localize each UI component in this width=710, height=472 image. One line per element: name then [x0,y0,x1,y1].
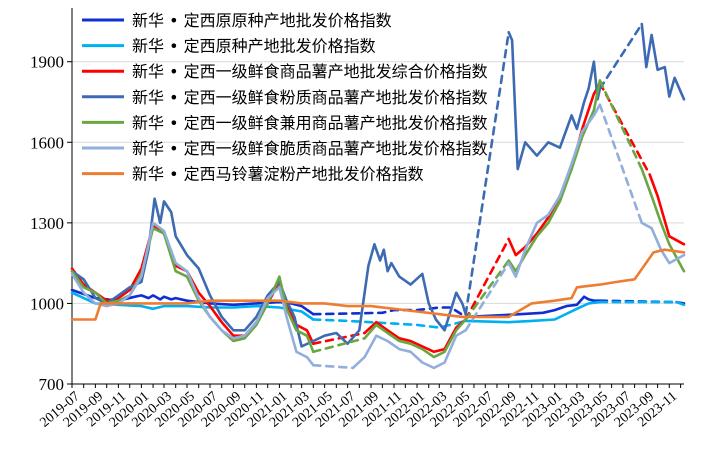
series-line [507,81,602,257]
y-tick-label: 700 [39,375,65,394]
legend-label-4: 新华 • 定西一级鲜食粉质商品薯产地批发价格指数 [132,88,488,107]
series-line [648,173,686,246]
legend-label-7: 新华 • 定西马铃薯淀粉产地批发价格指数 [132,165,424,184]
legend-label-2: 新华 • 定西原种产地批发价格指数 [132,37,376,56]
series-line-dashed [598,22,644,90]
y-tick-label: 1300 [30,214,64,233]
series-line [640,167,686,273]
series-line-dashed [312,337,366,354]
legend-label-5: 新华 • 定西一级鲜食兼用商品薯产地批发价格指数 [132,113,488,132]
series-line [70,248,686,321]
y-tick-label: 1600 [30,133,64,152]
series-7 [70,248,686,321]
series-line-dashed [464,237,510,321]
series-line [675,300,686,307]
series-line [507,30,602,171]
series-line [507,103,602,278]
series-line-dashed [312,318,467,329]
series-line [70,226,315,354]
series-line-dashed [464,30,510,316]
legend-label-6: 新华 • 定西一级鲜食脆质商品薯产地批发价格指数 [132,139,488,158]
series-line-dashed [464,261,510,332]
series-line-dashed [598,103,644,225]
series-lines [70,22,686,370]
legend-label-3: 新华 • 定西一级鲜食商品薯产地批发综合价格指数 [132,62,488,81]
series-line [640,22,686,101]
series-line-dashed [464,259,510,321]
legend-label-1: 新华 • 定西原原种产地批发价格指数 [132,11,392,30]
series-line-dashed [312,306,467,319]
y-tick-label: 1000 [30,294,64,313]
series-line-dashed [312,363,355,370]
series-line [363,318,467,359]
series-line [70,288,315,316]
series-line [464,300,602,324]
series-line [70,221,315,367]
series-line [464,295,602,319]
series-line [507,79,602,273]
series-line [351,329,467,370]
series-line-dashed [598,79,644,171]
y-tick-label: 1900 [30,53,64,72]
